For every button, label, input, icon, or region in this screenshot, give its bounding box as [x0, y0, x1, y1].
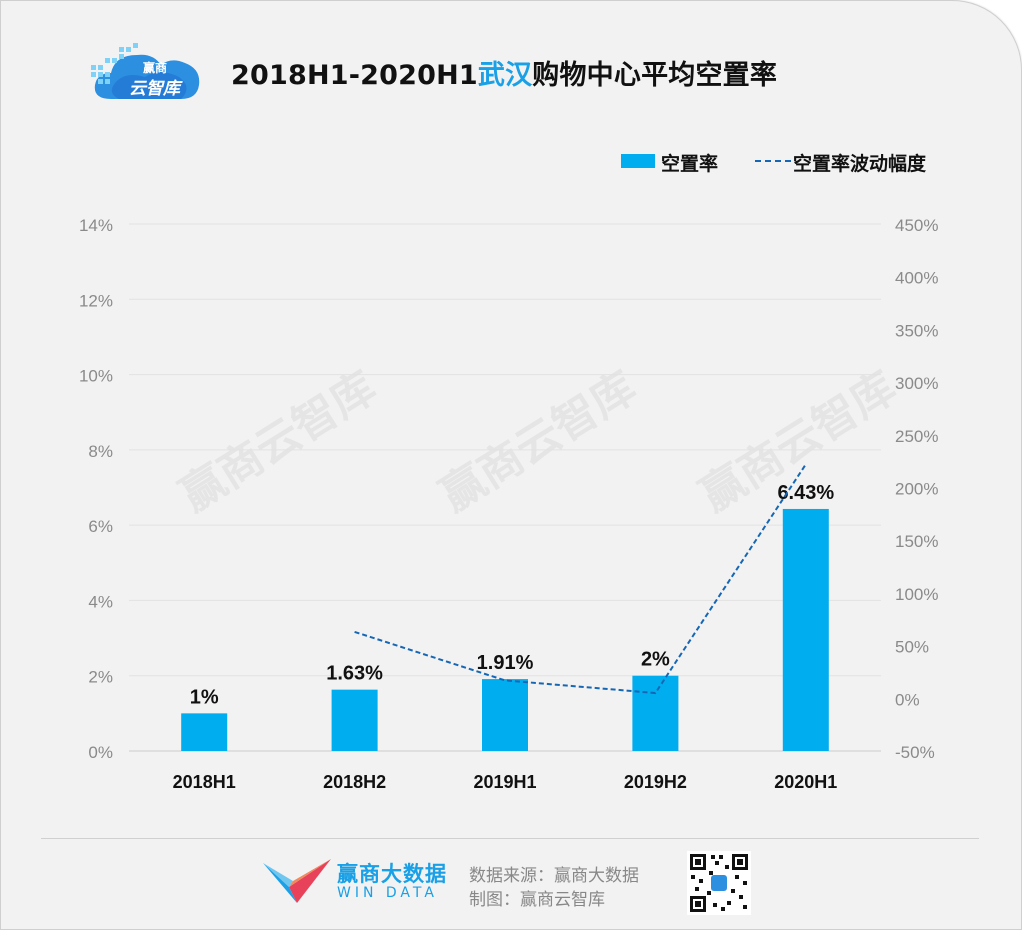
- legend-bar-label: 空置率: [661, 153, 719, 175]
- y-left-tick-label: 10%: [79, 367, 113, 386]
- x-tick-label: 2019H1: [473, 772, 536, 792]
- bar: [181, 713, 228, 751]
- y-left-tick-label: 0%: [88, 743, 113, 762]
- title-suffix: 购物中心平均空置率: [532, 60, 778, 91]
- bar: [482, 679, 528, 751]
- brand-logo: 赢商 云智库: [89, 41, 207, 105]
- y-left-tick-label: 8%: [88, 442, 113, 461]
- y-left-tick-label: 2%: [88, 668, 113, 687]
- title-prefix: 2018H1-2020H1: [231, 60, 478, 91]
- title-highlight: 武汉: [477, 60, 533, 91]
- y-right-tick-label: 150%: [895, 532, 938, 551]
- y-left-tick-label: 6%: [88, 517, 113, 536]
- y-right-tick-label: 350%: [895, 321, 938, 340]
- brand-subtitle: WIN DATA: [337, 885, 438, 901]
- y-right-tick-label: 250%: [895, 427, 938, 446]
- chart-maker-text: 制图：赢商云智库: [469, 890, 605, 910]
- chart-title: 2018H1-2020H1武汉购物中心平均空置率: [231, 53, 777, 92]
- x-tick-label: 2018H1: [173, 772, 236, 792]
- legend-line-swatch: [755, 160, 791, 162]
- bar: [331, 689, 378, 751]
- logo-text-top: 赢商: [143, 61, 168, 75]
- chart-legend: 空置率 空置率波动幅度: [621, 149, 961, 175]
- y-left-tick-label: 12%: [79, 291, 113, 310]
- logo-text-bottom: 云智库: [129, 79, 180, 99]
- y-right-tick-label: -50%: [895, 743, 935, 762]
- bar-data-label: 1.91%: [477, 652, 534, 674]
- y-left-tick-label: 4%: [88, 592, 113, 611]
- data-source-text: 数据来源：赢商大数据: [469, 866, 639, 886]
- bar-data-label: 1.63%: [326, 663, 383, 685]
- legend-line-label: 空置率波动幅度: [793, 153, 927, 175]
- y-right-tick-label: 100%: [895, 585, 938, 604]
- bar: [782, 508, 829, 751]
- bar-data-label: 2%: [641, 649, 670, 671]
- y-right-tick-label: 400%: [895, 269, 938, 288]
- bar-data-label: 1%: [190, 686, 219, 708]
- x-tick-label: 2019H2: [624, 772, 687, 792]
- y-left-tick-label: 14%: [79, 216, 113, 235]
- qr-code-icon[interactable]: [687, 851, 751, 915]
- legend-bar-swatch: [621, 154, 655, 168]
- y-right-tick-label: 0%: [895, 690, 920, 709]
- footer-divider: [41, 838, 979, 839]
- y-right-tick-label: 300%: [895, 374, 938, 393]
- brand-name: 赢商大数据: [337, 862, 447, 886]
- y-right-tick-label: 450%: [895, 216, 938, 235]
- x-tick-label: 2020H1: [774, 772, 837, 792]
- y-right-tick-label: 50%: [895, 638, 929, 657]
- brand-mark-icon: [263, 859, 331, 903]
- bar-line-chart: 0% 2% 4% 6% 8% 10% 12% 14% -50% 0% 50% 100% 150% 200%…: [79, 216, 939, 792]
- bar: [632, 675, 679, 751]
- cloud-logo-icon: [91, 43, 200, 99]
- y-right-tick-label: 200%: [895, 480, 938, 499]
- x-tick-label: 2018H2: [323, 772, 386, 792]
- fluctuation-line: [354, 463, 807, 695]
